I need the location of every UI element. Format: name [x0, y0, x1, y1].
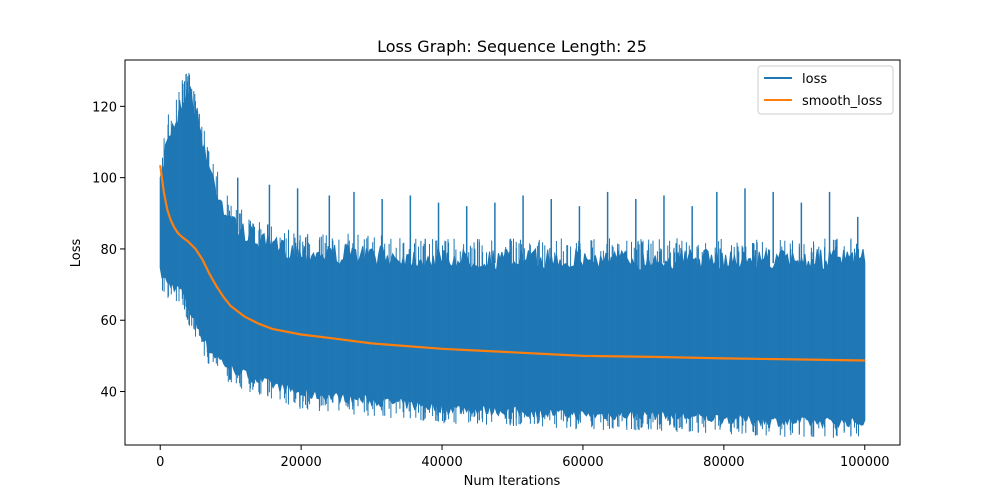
x-tick-label: 60000: [562, 455, 603, 470]
x-tick-label: 40000: [421, 455, 462, 470]
y-tick-label: 40: [100, 386, 117, 401]
x-tick-label: 80000: [703, 455, 744, 470]
x-tick-label: 0: [156, 455, 164, 470]
smooth-loss-line: [159, 165, 865, 362]
legend: loss smooth_loss: [757, 65, 894, 115]
y-axis-ticks: 40 60 80 100 120: [92, 100, 125, 401]
x-tick-label: 20000: [280, 455, 321, 470]
legend-label-smooth-loss: smooth_loss: [802, 94, 883, 109]
y-tick-label: 80: [100, 243, 117, 258]
loss-series-noise: [162, 73, 859, 438]
plot-frame: [124, 59, 901, 446]
y-tick-label: 100: [92, 172, 117, 187]
x-axis-ticks: 0 20000 40000 60000 80000 100000: [156, 445, 890, 470]
plot-area: [159, 73, 866, 438]
y-axis-label: Loss: [69, 239, 84, 268]
chart-title: Loss Graph: Sequence Length: 25: [377, 37, 647, 56]
y-tick-label: 60: [100, 314, 117, 329]
x-axis-label: Num Iterations: [464, 474, 561, 489]
y-tick-label: 120: [92, 100, 117, 115]
x-tick-label: 100000: [840, 455, 890, 470]
legend-label-loss: loss: [802, 72, 827, 87]
